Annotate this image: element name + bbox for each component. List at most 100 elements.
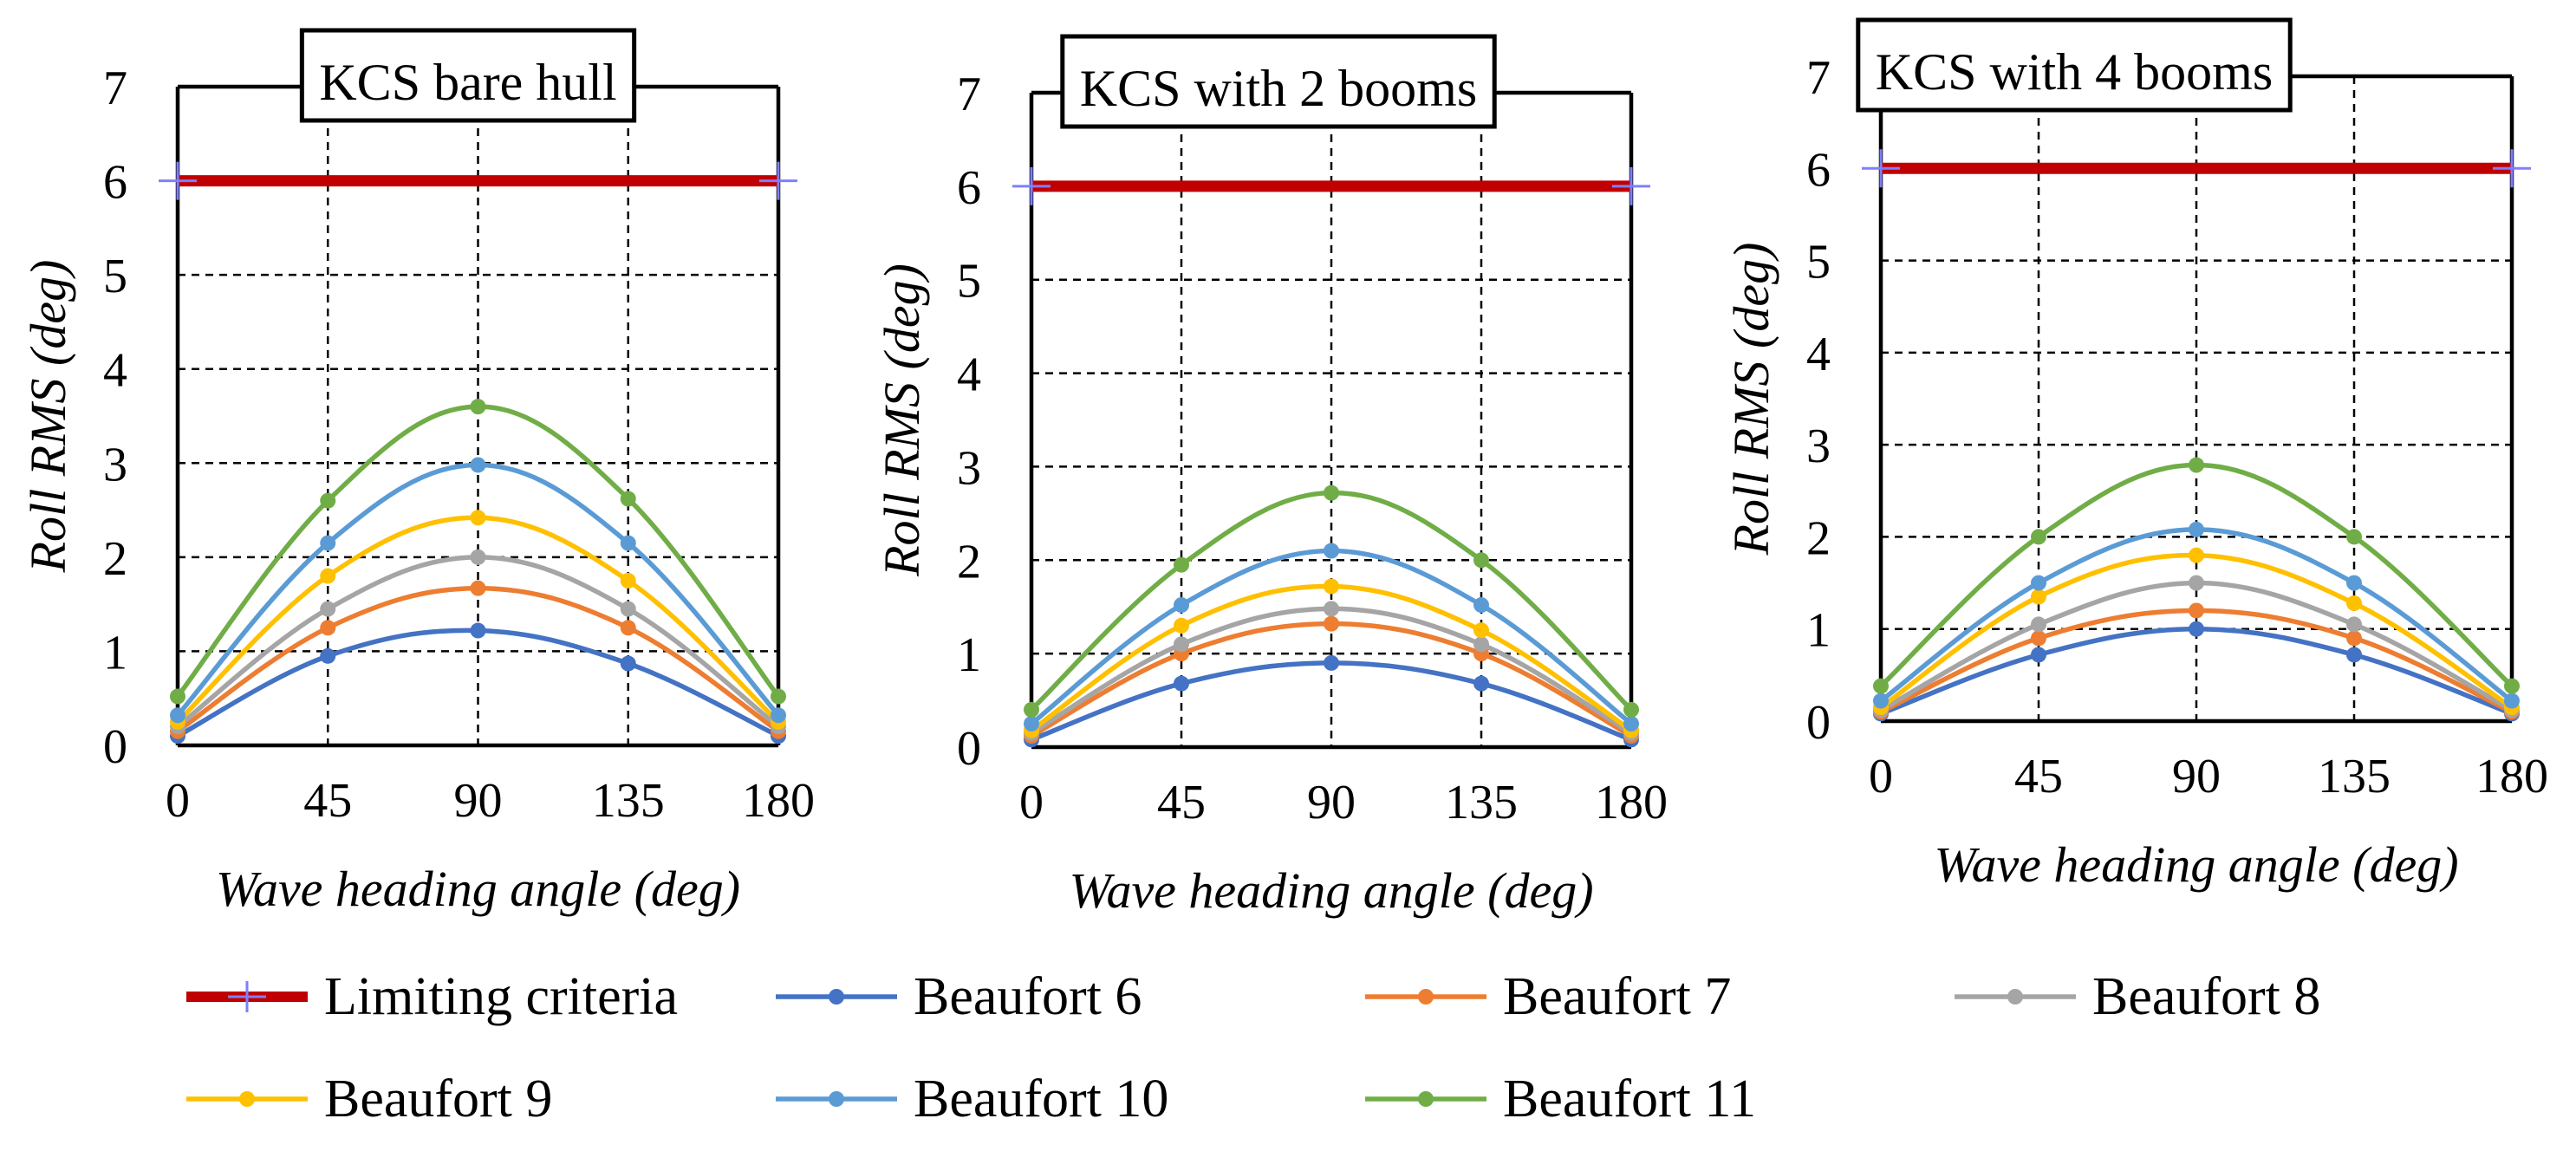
data-point-beaufort-6 [1324, 654, 1339, 671]
data-point-beaufort-9 [320, 568, 336, 584]
chart-title-box: KCS with 4 booms [1856, 17, 2293, 113]
chart-title-box: KCS with 2 booms [1060, 34, 1497, 129]
legend-label: Beaufort 9 [324, 1069, 553, 1128]
data-point-beaufort-11 [771, 688, 786, 705]
data-point-beaufort-6 [2346, 647, 2362, 663]
legend-item-beaufort-11: Beaufort 11 [1361, 1064, 1950, 1134]
legend-item-beaufort-9: Beaufort 9 [182, 1064, 771, 1134]
data-point-beaufort-9 [2031, 589, 2046, 605]
legend-swatch-beaufort-8 [1955, 989, 2076, 1005]
data-point-beaufort-6 [2189, 621, 2204, 637]
legend-item-beaufort-6: Beaufort 6 [771, 962, 1361, 1031]
data-point-beaufort-7 [620, 620, 636, 636]
x-tick-label: 180 [2475, 750, 2548, 803]
data-point-beaufort-11 [2504, 678, 2520, 694]
x-tick-label: 135 [592, 774, 665, 828]
legend-item-beaufort-8: Beaufort 8 [1950, 962, 2488, 1031]
data-point-beaufort-10 [470, 457, 486, 473]
y-tick-label: 1 [1806, 604, 1831, 658]
y-tick-label: 3 [1806, 419, 1831, 473]
data-point-beaufort-11 [2031, 529, 2046, 545]
x-tick-label: 45 [2014, 750, 2063, 803]
x-tick-label: 0 [1019, 776, 1044, 829]
data-point-beaufort-11 [1623, 701, 1639, 718]
data-point-beaufort-6 [470, 622, 486, 639]
y-tick-label: 1 [957, 628, 981, 682]
data-point-beaufort-9 [620, 573, 636, 589]
y-tick-label: 1 [103, 626, 127, 680]
chart-title-frame [1856, 17, 2293, 113]
data-point-beaufort-7 [2346, 630, 2362, 647]
data-point-beaufort-10 [1324, 543, 1339, 559]
legend-swatch-beaufort-7 [1365, 989, 1486, 1005]
data-point-beaufort-7 [2031, 630, 2046, 647]
chart-title-frame [299, 28, 637, 123]
data-point-beaufort-8 [320, 601, 336, 617]
data-point-beaufort-11 [1174, 556, 1189, 573]
x-tick-label: 90 [454, 774, 503, 828]
legend-item-beaufort-10: Beaufort 10 [771, 1064, 1361, 1134]
legend-label: Limiting criteria [324, 966, 679, 1026]
data-point-beaufort-8 [1174, 636, 1189, 653]
x-axis-title: Wave heading angle (deg) [216, 861, 740, 917]
y-tick-label: 6 [103, 156, 127, 210]
x-tick-label: 0 [1869, 750, 1893, 803]
x-tick-label: 135 [2318, 750, 2391, 803]
y-tick-label: 5 [1806, 236, 1831, 289]
y-tick-label: 5 [957, 255, 981, 309]
x-tick-label: 45 [303, 774, 352, 828]
data-point-beaufort-8 [620, 601, 636, 617]
data-point-beaufort-9 [2189, 547, 2204, 563]
data-point-beaufort-11 [1473, 552, 1489, 569]
data-point-beaufort-6 [2031, 647, 2046, 663]
data-point-beaufort-11 [2346, 529, 2362, 545]
y-tick-label: 6 [957, 161, 981, 215]
series-marker-limiting-criteria [159, 161, 197, 200]
data-point-beaufort-11 [2189, 457, 2204, 473]
legend-label: Beaufort 11 [1503, 1069, 1757, 1128]
series-marker-limiting-criteria [2493, 149, 2531, 188]
data-point-beaufort-10 [320, 535, 336, 551]
y-tick-label: 2 [1806, 511, 1831, 565]
data-point-beaufort-9 [2346, 595, 2362, 611]
legend-swatch-beaufort-9 [186, 1091, 308, 1107]
data-point-beaufort-7 [1324, 615, 1339, 632]
data-point-beaufort-8 [2031, 616, 2046, 633]
data-point-beaufort-10 [2346, 575, 2362, 591]
legend-swatch-beaufort-6 [776, 989, 897, 1005]
data-point-beaufort-6 [1174, 675, 1189, 692]
series-marker-limiting-criteria [1862, 149, 1900, 188]
data-point-beaufort-11 [320, 492, 336, 509]
series-marker-limiting-criteria [1012, 166, 1051, 205]
data-point-beaufort-8 [2346, 616, 2362, 633]
data-point-beaufort-10 [170, 707, 185, 724]
x-tick-label: 90 [2172, 750, 2221, 803]
legend-swatch-limiting-criteria [186, 981, 308, 1012]
data-point-beaufort-10 [1174, 597, 1189, 614]
data-point-beaufort-11 [170, 688, 185, 705]
legend-swatch-beaufort-10 [776, 1091, 897, 1107]
data-point-beaufort-7 [320, 620, 336, 636]
y-tick-label: 3 [103, 438, 127, 491]
x-axis-title: Wave heading angle (deg) [1934, 836, 2458, 893]
chart-title: KCS with 4 booms [1876, 43, 2273, 101]
y-tick-label: 0 [957, 722, 981, 776]
x-tick-label: 180 [1595, 776, 1668, 829]
data-point-beaufort-10 [1473, 597, 1489, 614]
chart-title: KCS bare hull [319, 54, 616, 111]
data-point-beaufort-11 [620, 491, 636, 507]
legend-item-beaufort-7: Beaufort 7 [1361, 962, 1950, 1031]
data-point-beaufort-10 [1623, 716, 1639, 732]
y-tick-label: 6 [1806, 143, 1831, 197]
x-tick-label: 180 [742, 774, 815, 828]
x-axis-title: Wave heading angle (deg) [1069, 862, 1593, 919]
y-axis-title: Roll RMS (deg) [1723, 243, 1779, 556]
y-tick-label: 4 [957, 348, 981, 402]
x-tick-label: 90 [1307, 776, 1356, 829]
data-point-beaufort-6 [620, 655, 636, 672]
y-tick-label: 7 [103, 62, 127, 115]
data-point-beaufort-10 [2504, 693, 2520, 709]
x-tick-label: 135 [1445, 776, 1518, 829]
